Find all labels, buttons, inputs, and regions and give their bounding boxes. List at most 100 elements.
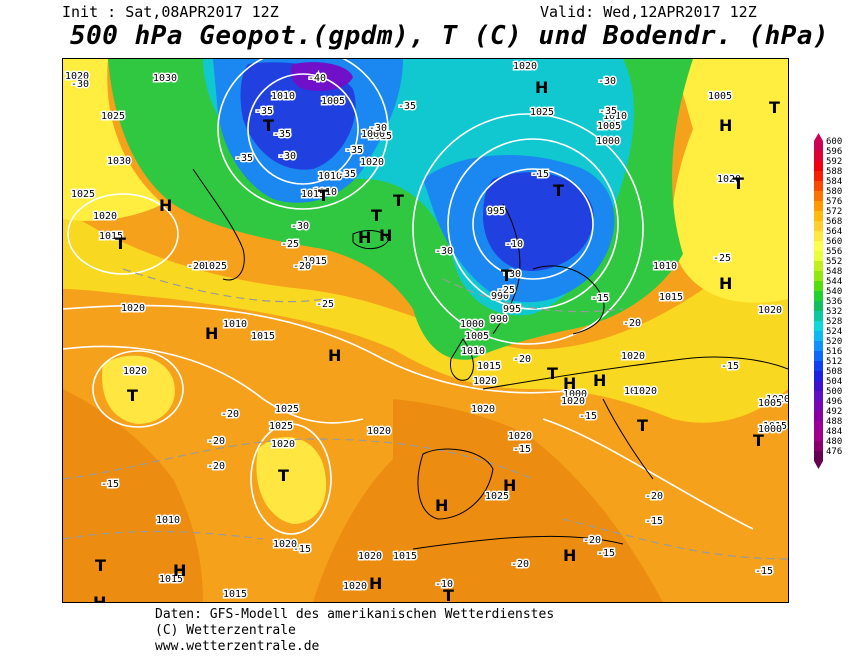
- legend-value: 572: [826, 207, 842, 217]
- isotherm-label: -25: [316, 299, 334, 310]
- isobar-label: 1020: [633, 386, 657, 397]
- legend-swatch: [814, 361, 823, 371]
- isobar-label: 1005: [597, 121, 621, 132]
- legend-value: 600: [826, 137, 842, 147]
- coastlines: [192, 168, 788, 550]
- isobar-label: 1020: [367, 426, 391, 437]
- light-yellow-northwest: [63, 59, 163, 221]
- isotherm-line-1: [63, 438, 534, 480]
- init-time: Init : Sat,08APR2017 12Z: [62, 3, 279, 21]
- isobar-label: 1010: [603, 111, 627, 122]
- legend-value: 512: [826, 357, 842, 367]
- legend-swatch: [814, 231, 823, 241]
- high-pressure-marker: H: [503, 476, 516, 495]
- low-pressure-marker: T: [318, 186, 329, 205]
- isobar-label: 1015: [659, 292, 683, 303]
- legend-value: 576: [826, 197, 842, 207]
- isobar-ring-3: [412, 113, 644, 345]
- low-pressure-marker: T: [501, 266, 512, 285]
- legend-swatch: [814, 331, 823, 341]
- legend-value: 480: [826, 437, 842, 447]
- isotherm-line-5: [442, 278, 624, 313]
- isobar-label: 990: [491, 291, 509, 302]
- isobar-label: 1010: [461, 346, 485, 357]
- low-pressure-marker: T: [115, 234, 126, 253]
- legend-swatch: [814, 421, 823, 431]
- isobar-label: 1025: [71, 189, 95, 200]
- isobar-label: 1000: [361, 129, 385, 140]
- legend-swatch: [814, 341, 823, 351]
- isobar-label: 1000: [460, 319, 484, 330]
- isobar-label: 1015: [393, 551, 417, 562]
- isobar-label: 1010: [271, 91, 295, 102]
- isobar-ring-7: [250, 423, 332, 535]
- isotherm-label: -10: [505, 239, 523, 250]
- legend-swatch: [814, 281, 823, 291]
- coast-italy: [602, 398, 654, 480]
- isotherm-label: -15: [591, 293, 609, 304]
- legend-swatch: [814, 321, 823, 331]
- legend-value: 548: [826, 267, 842, 277]
- isobar-line-3: [542, 418, 754, 530]
- low-pressure-marker: T: [637, 416, 648, 435]
- isobar-label: 1015: [477, 361, 501, 372]
- legend-swatch: [814, 211, 823, 221]
- high-pressure-marker: H: [535, 78, 548, 97]
- legend-value: 504: [826, 377, 842, 387]
- high-pressure-marker: H: [719, 116, 732, 135]
- isotherm-label: -35: [255, 106, 273, 117]
- isobar-label: 1025: [275, 404, 299, 415]
- high-pressure-marker: H: [593, 371, 606, 390]
- legend-swatch: [814, 191, 823, 201]
- legend-value: 564: [826, 227, 842, 237]
- isobar-label: 1010: [318, 171, 342, 182]
- legend-value: 492: [826, 407, 842, 417]
- coast-greenland: [192, 168, 245, 281]
- legend-value: 508: [826, 367, 842, 377]
- yellow-low-west: [102, 355, 175, 424]
- isotherm-label: -20: [513, 354, 531, 365]
- high-pressure-marker: H: [379, 226, 392, 245]
- isobar-label: 1005: [321, 96, 345, 107]
- legend-swatch: [814, 261, 823, 271]
- isobar-label: 1030: [153, 73, 177, 84]
- isobar-ring-2: [447, 138, 619, 310]
- coast-iceland: [352, 230, 389, 250]
- legend-swatch: [814, 151, 823, 161]
- isobar-label: 1025: [203, 261, 227, 272]
- coast-north-africa: [412, 535, 624, 550]
- legend-swatch: [814, 161, 823, 171]
- legend-swatch: [814, 221, 823, 231]
- footer-url: www.wetterzentrale.de: [155, 639, 320, 654]
- temperature-fields: [63, 59, 788, 602]
- isobar-label: 1020: [360, 157, 384, 168]
- legend-swatch: [814, 371, 823, 381]
- isobar-label: 1015: [303, 256, 327, 267]
- isobar-label: 1015: [99, 231, 123, 242]
- low-pressure-marker: T: [753, 431, 764, 450]
- footer-data-source: Daten: GFS-Modell des amerikanischen Wet…: [155, 607, 555, 622]
- isobar-label: 1020: [121, 303, 145, 314]
- high-pressure-marker: H: [173, 561, 186, 580]
- legend-swatch: [814, 351, 823, 361]
- isobar-label: 1020: [93, 211, 117, 222]
- isobar-label: 1015: [301, 189, 325, 200]
- isotherm-label: -20: [221, 409, 239, 420]
- legend-swatch: [814, 241, 823, 251]
- legend-swatch: [814, 141, 823, 151]
- low-pressure-marker: T: [733, 174, 744, 193]
- isobar-label: 1015: [763, 421, 787, 432]
- high-pressure-marker: H: [719, 274, 732, 293]
- isotherm-label: -30: [278, 151, 296, 162]
- isobar-label: 1020: [766, 394, 788, 405]
- legend-value: 532: [826, 307, 842, 317]
- map-labels: 1020 103010251030102510201015102510201015…: [64, 60, 789, 602]
- low-pressure-marker: T: [443, 586, 454, 602]
- coast-europe-mainland: [482, 356, 788, 390]
- isobar-label: 1020: [561, 396, 585, 407]
- isotherm-label: -15: [513, 444, 531, 455]
- high-pressure-marker: H: [328, 346, 341, 365]
- legend-swatch: [814, 391, 823, 401]
- legend-swatch: [814, 171, 823, 181]
- legend-swatch: [814, 311, 823, 321]
